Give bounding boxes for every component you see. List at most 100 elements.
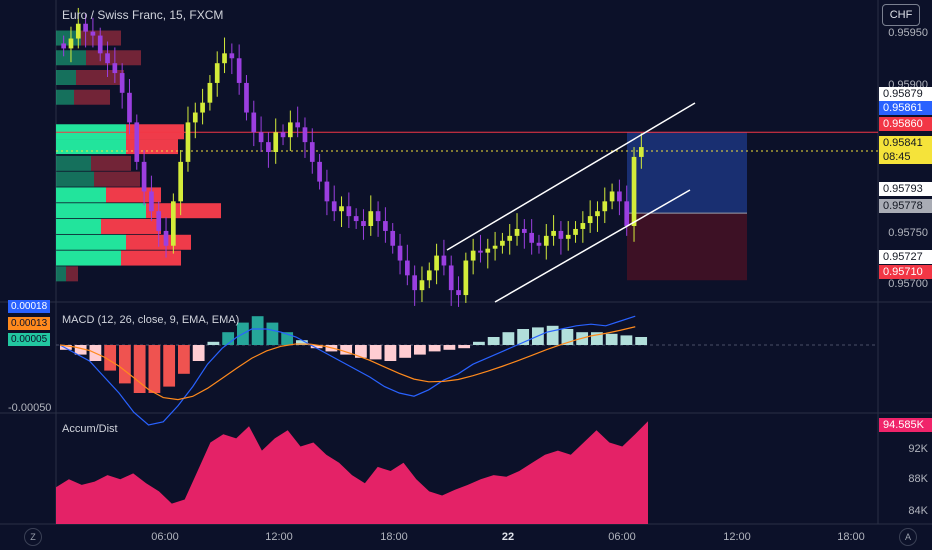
macd-histogram-bar <box>561 329 574 345</box>
price-tag: 0.95860 <box>879 117 932 131</box>
candle-body <box>361 221 366 226</box>
candle-body <box>339 206 344 212</box>
price-tag: 0.95841 <box>879 136 932 150</box>
macd-histogram-bar <box>60 345 72 350</box>
currency-button[interactable]: CHF <box>882 4 920 26</box>
price-tag-time: 08:45 <box>879 150 932 164</box>
price-tick: 0.95750 <box>888 227 928 239</box>
macd-histogram-bar <box>384 345 397 361</box>
candle-body <box>200 102 205 113</box>
candle-body <box>346 206 352 217</box>
channel-lower-line <box>494 189 691 303</box>
candle-body <box>119 73 125 93</box>
candle-body <box>244 82 249 113</box>
candle-body <box>426 270 432 281</box>
macd-histogram-bar <box>369 345 382 360</box>
macd-histogram-bar <box>620 335 633 345</box>
time-label: 06:00 <box>151 531 179 543</box>
macd-bottom-tick: -0.00050 <box>8 402 52 414</box>
candle-body <box>522 228 527 233</box>
macd-histogram-bar <box>310 345 323 349</box>
volume-profile-up <box>56 250 121 266</box>
macd-histogram-bar <box>340 345 353 355</box>
volume-profile-down <box>66 266 78 282</box>
volume-profile-down <box>126 139 178 155</box>
volume-profile-up <box>56 89 74 105</box>
candle-body <box>558 230 564 239</box>
price-tag: 0.95861 <box>879 101 932 115</box>
price-tag: 0.95710 <box>879 265 932 279</box>
volume-profile-up <box>56 218 101 234</box>
volume-profile-up <box>56 70 76 85</box>
candle-body <box>302 127 308 143</box>
macd-histogram-bar <box>119 345 131 384</box>
auto-scale-icon[interactable]: A <box>899 528 917 546</box>
candle-body <box>368 211 374 226</box>
candle-body <box>185 122 191 162</box>
candle-body <box>485 248 491 253</box>
macd-histogram-bar <box>133 345 146 393</box>
macd-histogram-bar <box>414 345 426 355</box>
symbol-title: Euro / Swiss Franc, 15, FXCM <box>62 8 224 22</box>
volume-profile-down <box>101 218 161 234</box>
macd-histogram-bar <box>355 345 367 358</box>
volume-profile-up <box>56 187 106 203</box>
candle-body <box>324 181 330 202</box>
candle-body <box>375 211 381 222</box>
candle-body <box>412 275 417 291</box>
time-label: 12:00 <box>265 531 293 543</box>
candle-body <box>463 260 469 296</box>
candle-body <box>514 228 520 236</box>
macd-histogram-bar <box>428 345 441 352</box>
candle-body <box>134 122 140 162</box>
accum-label: Accum/Dist <box>62 423 118 435</box>
volume-profile-down <box>121 250 181 266</box>
candle-body <box>390 230 396 246</box>
candle-body <box>543 235 549 246</box>
candle-body <box>419 280 425 291</box>
volume-profile-up <box>56 171 94 187</box>
volume-profile-down <box>76 70 124 85</box>
price-tick: 0.95700 <box>888 278 928 290</box>
macd-histogram-bar <box>458 345 471 349</box>
macd-histogram-bar <box>502 332 515 345</box>
candle-body <box>602 201 608 212</box>
candle-body <box>222 53 227 64</box>
macd-histogram-bar <box>296 340 308 345</box>
candle-body <box>500 240 505 246</box>
macd-histogram-bar <box>487 337 500 345</box>
macd-histogram-bar <box>266 322 279 345</box>
candle-body <box>405 260 410 276</box>
candle-body <box>75 23 81 39</box>
candle-body <box>178 161 183 202</box>
candle-body <box>288 122 293 138</box>
candle-body <box>68 38 74 49</box>
volume-profile-down <box>106 187 161 203</box>
macd-histogram-bar <box>473 341 485 345</box>
hist-tag: 0.00005 <box>8 333 51 346</box>
candle-body <box>258 132 264 143</box>
price-tick: 0.95950 <box>888 27 928 39</box>
candle-body <box>456 290 461 296</box>
candle-body <box>214 63 220 83</box>
candle-body <box>83 23 88 32</box>
signal-line <box>59 326 636 401</box>
candle-body <box>163 230 169 246</box>
macd-histogram-bar <box>163 345 176 387</box>
volume-profile-down <box>91 155 131 171</box>
candle-body <box>207 82 213 103</box>
macd-tag: 0.00018 <box>8 300 51 313</box>
target-zone <box>627 132 747 214</box>
volume-profile-up <box>56 266 66 282</box>
candle-body <box>309 142 315 162</box>
candle-body <box>229 53 235 59</box>
candle-body <box>236 58 242 83</box>
macd-histogram-bar <box>635 337 648 345</box>
candle-body <box>353 216 359 222</box>
candle-body <box>295 122 300 128</box>
macd-histogram-bar <box>192 345 205 361</box>
time-label: 06:00 <box>608 531 636 543</box>
channel-upper-line <box>446 102 696 251</box>
zoom-icon[interactable]: Z <box>24 528 42 546</box>
macd-histogram-bar <box>251 316 264 345</box>
